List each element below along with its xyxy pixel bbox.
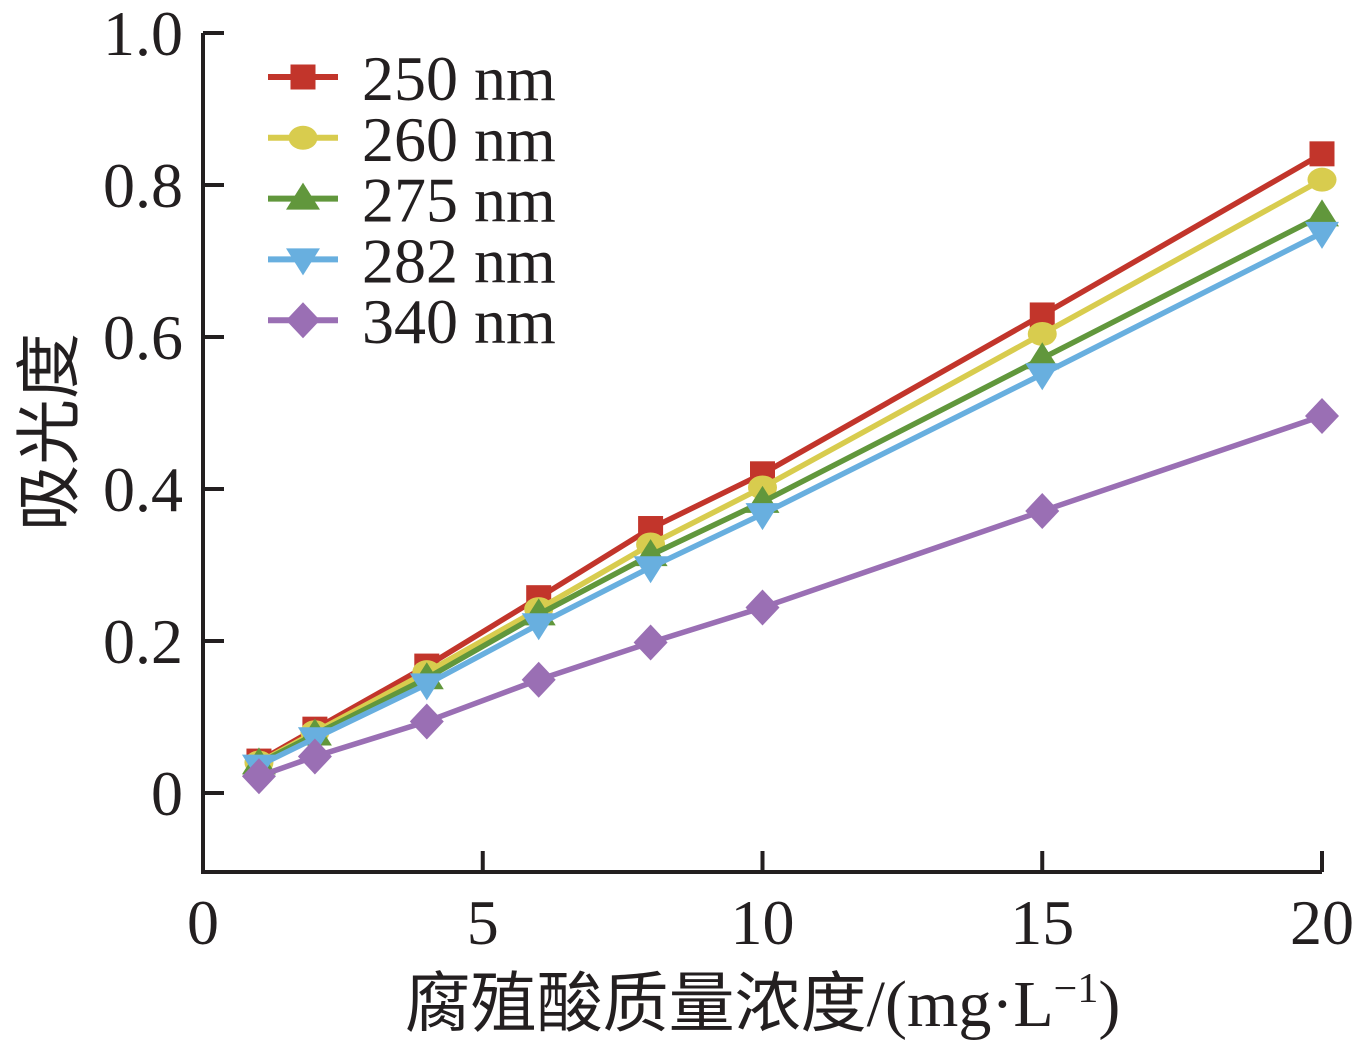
legend-item-260nm: 260 nm — [268, 104, 556, 175]
x-tick-label: 5 — [467, 887, 499, 958]
diamond-marker — [1025, 493, 1060, 530]
series-340nm — [241, 398, 1339, 795]
legend-item-282nm: 282 nm — [268, 225, 556, 296]
x-axis-title: 腐殖酸质量浓度/(mg·L−1) — [405, 966, 1121, 1041]
x-tick-label: 20 — [1290, 887, 1354, 958]
x-tick-label: 15 — [1010, 887, 1074, 958]
legend-label: 275 nm — [362, 165, 556, 236]
y-axis-title: 吸光度 — [14, 333, 87, 531]
triangle-down-marker — [286, 248, 320, 276]
triangle-down-marker — [1025, 363, 1060, 391]
series-line — [257, 151, 1324, 764]
series-line — [258, 413, 1323, 779]
triangle-down-marker — [633, 556, 668, 584]
triangle-up-marker — [1305, 199, 1339, 227]
y-tick-label: 0.4 — [103, 454, 183, 525]
square-marker — [1309, 141, 1335, 167]
y-tick-label: 1.0 — [103, 0, 183, 69]
circle-marker — [288, 125, 318, 150]
axes-spines — [201, 33, 1322, 874]
triangle-down-marker — [1305, 221, 1339, 249]
square-marker — [290, 64, 316, 90]
x-tick-label: 10 — [731, 887, 795, 958]
diamond-marker — [1305, 398, 1339, 435]
diamond-marker — [286, 302, 320, 339]
triangle-up-marker — [1025, 342, 1060, 370]
circle-marker — [1307, 167, 1337, 192]
series-line — [257, 212, 1324, 766]
circle-marker — [1027, 321, 1057, 346]
diamond-marker — [297, 738, 332, 775]
diamond-marker — [745, 589, 780, 626]
y-tick-label: 0 — [151, 758, 183, 829]
legend-label: 260 nm — [362, 104, 556, 175]
diamond-marker — [409, 703, 444, 740]
diamond-marker — [241, 758, 276, 795]
diamond-marker — [521, 661, 556, 698]
x-tick-label: 0 — [187, 887, 219, 958]
triangle-down-marker — [745, 503, 780, 531]
y-tick-label: 0.2 — [103, 606, 183, 677]
legend-item-275nm: 275 nm — [268, 165, 556, 236]
triangle-down-marker — [521, 613, 556, 641]
legend-label: 250 nm — [362, 43, 556, 114]
y-tick-label: 0.8 — [103, 150, 183, 221]
legend-item-250nm: 250 nm — [268, 43, 556, 114]
triangle-up-marker — [286, 182, 320, 210]
y-tick-label: 0.6 — [103, 302, 183, 373]
legend-label: 282 nm — [362, 225, 556, 296]
series-line — [257, 230, 1324, 769]
legend-label: 340 nm — [362, 286, 556, 357]
diamond-marker — [633, 624, 668, 661]
triangle-down-marker — [409, 673, 444, 701]
legend-item-340nm: 340 nm — [268, 286, 556, 357]
